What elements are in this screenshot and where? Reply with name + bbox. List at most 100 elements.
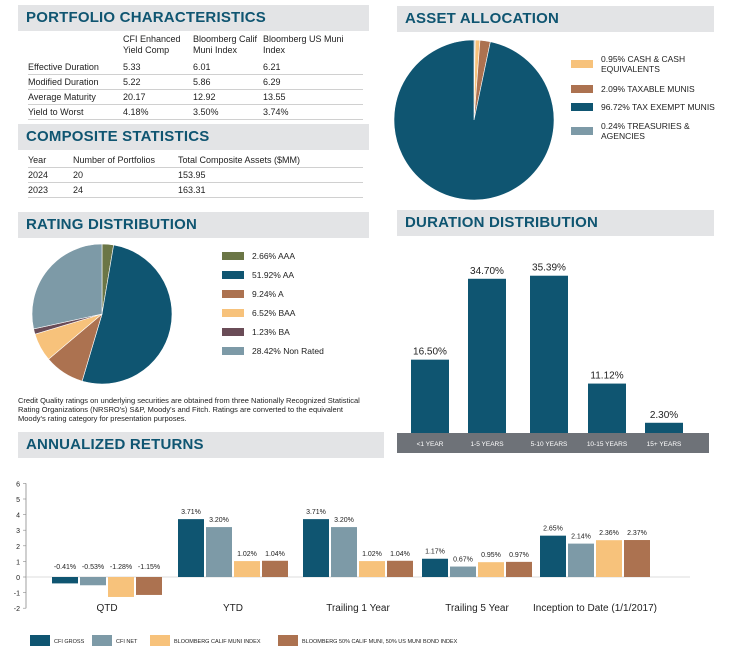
legend-item: 2.66% AAA <box>222 251 295 261</box>
bar-label: -0.53% <box>82 564 104 571</box>
y-tick-label: 1 <box>16 559 20 566</box>
row-label: Modified Duration <box>28 74 123 90</box>
return-bar <box>80 577 106 586</box>
legend-swatch <box>222 271 244 279</box>
bar-label: 11.12% <box>590 371 623 382</box>
row-label: Average Maturity <box>28 89 123 105</box>
returns-chart: -2 -1 0 1 2 3 4 5 6 -0.41% 3.71% 3.71% 1.17% 2.65% -0.… <box>14 481 690 646</box>
return-bar <box>450 566 476 577</box>
cell: 13.55 <box>263 89 363 105</box>
legend-label: BLOOMBERG 50% CALIF MUNI, 50% US MUNI BO… <box>302 639 458 645</box>
y-tick-label: -1 <box>14 591 20 598</box>
return-bar <box>262 560 288 577</box>
category-label: Trailing 5 Year <box>445 603 509 614</box>
legend-label: 2.09% TAXABLE MUNIS <box>601 84 695 94</box>
composite-table: Year Number of Portfolios Total Composit… <box>28 153 363 198</box>
category-label: YTD <box>223 603 243 614</box>
pie-slice <box>81 244 173 385</box>
cell: 5.33 <box>123 60 193 75</box>
return-bar <box>178 519 204 577</box>
return-bar <box>108 577 134 597</box>
legend-swatch <box>222 347 244 355</box>
bar-label: 2.37% <box>627 530 647 537</box>
bar-label: 0.95% <box>481 552 501 559</box>
return-bar <box>234 561 260 577</box>
bar-label: 2.36% <box>599 530 619 537</box>
bar-label: -0.41% <box>54 564 76 571</box>
duration-bar <box>411 359 449 433</box>
duration-bar <box>468 278 506 433</box>
legend-item: 0.95% CASH & CASH EQUIVALENTS <box>571 54 726 74</box>
portfolio-table: CFI Enhanced Yield Comp Bloomberg Calif … <box>28 34 363 120</box>
return-bar <box>387 560 413 577</box>
return-bar <box>136 577 162 595</box>
cell: 20 <box>73 167 178 183</box>
category-label: <1 YEAR <box>417 441 444 448</box>
bar-label: 2.14% <box>571 534 591 541</box>
duration-chart: 16.50% <1 YEAR 34.70% 1-5 YEARS 35.39% 5-10 Y… <box>397 263 709 453</box>
bar-label: -1.15% <box>138 564 160 571</box>
col-header: Year <box>28 153 73 168</box>
y-tick-label: 0 <box>16 575 20 582</box>
bar-label: 3.20% <box>334 517 354 524</box>
return-bar <box>540 535 566 577</box>
legend-swatch <box>92 635 112 646</box>
legend-label: 28.42% Non Rated <box>252 346 324 356</box>
cell: 153.95 <box>178 167 363 183</box>
return-bar <box>596 540 622 577</box>
pie-slice <box>393 39 555 201</box>
cell: 163.31 <box>178 182 363 198</box>
legend-swatch <box>278 635 298 646</box>
return-bar <box>478 562 504 577</box>
rating-pie <box>31 243 173 385</box>
x-axis-band <box>397 433 709 453</box>
col-header: Bloomberg US Muni Index <box>263 34 344 55</box>
bar-label: -1.28% <box>110 564 132 571</box>
legend-label: BLOOMBERG CALIF MUNI INDEX <box>174 639 261 645</box>
legend-swatch <box>222 252 244 260</box>
bar-label: 1.02% <box>237 551 257 558</box>
cell: 3.74% <box>263 104 363 120</box>
legend-item: 2.09% TAXABLE MUNIS <box>571 84 726 94</box>
return-bar <box>624 540 650 577</box>
return-bar <box>568 543 594 577</box>
bar-label: 2.65% <box>543 526 563 533</box>
duration-bar <box>645 422 683 433</box>
return-bar <box>206 527 232 577</box>
return-bar <box>303 519 329 577</box>
y-tick-label: 5 <box>16 497 20 504</box>
pie-slice <box>31 243 103 330</box>
legend-item: 51.92% AA <box>222 270 294 280</box>
cell: 12.92 <box>193 89 263 105</box>
legend-label: CFI GROSS <box>54 639 85 645</box>
returns-header: ANNUALIZED RETURNS <box>18 432 384 458</box>
legend-swatch <box>571 103 593 111</box>
asset-pie <box>393 39 555 201</box>
cell: 2023 <box>28 182 73 198</box>
legend-swatch <box>150 635 170 646</box>
bar-label: 3.71% <box>306 509 326 516</box>
category-label: QTD <box>96 603 117 614</box>
rating-header: RATING DISTRIBUTION <box>18 212 369 238</box>
y-tick-label: -2 <box>14 606 20 613</box>
legend-item: 1.23% BA <box>222 327 290 337</box>
col-header: Total Composite Assets ($MM) <box>178 153 363 168</box>
legend-swatch <box>222 290 244 298</box>
cell: 3.50% <box>193 104 263 120</box>
legend-item: 9.24% A <box>222 289 284 299</box>
cell: 24 <box>73 182 178 198</box>
portfolio-header: PORTFOLIO CHARACTERISTICS <box>18 5 369 31</box>
legend-label: 6.52% BAA <box>252 308 296 318</box>
cell: 6.29 <box>263 74 363 90</box>
category-label: Trailing 1 Year <box>326 603 390 614</box>
bar-label: 1.04% <box>390 551 410 558</box>
composite-header: COMPOSITE STATISTICS <box>18 124 369 150</box>
legend-swatch <box>222 309 244 317</box>
bar-label: 3.71% <box>181 509 201 516</box>
legend-label: 96.72% TAX EXEMPT MUNIS <box>601 102 715 112</box>
legend-label: 1.23% BA <box>252 327 290 337</box>
category-label: 15+ YEARS <box>647 441 682 448</box>
y-tick-label: 2 <box>16 544 20 551</box>
legend-item: 96.72% TAX EXEMPT MUNIS <box>571 102 726 112</box>
legend-label: CFI NET <box>116 639 138 645</box>
